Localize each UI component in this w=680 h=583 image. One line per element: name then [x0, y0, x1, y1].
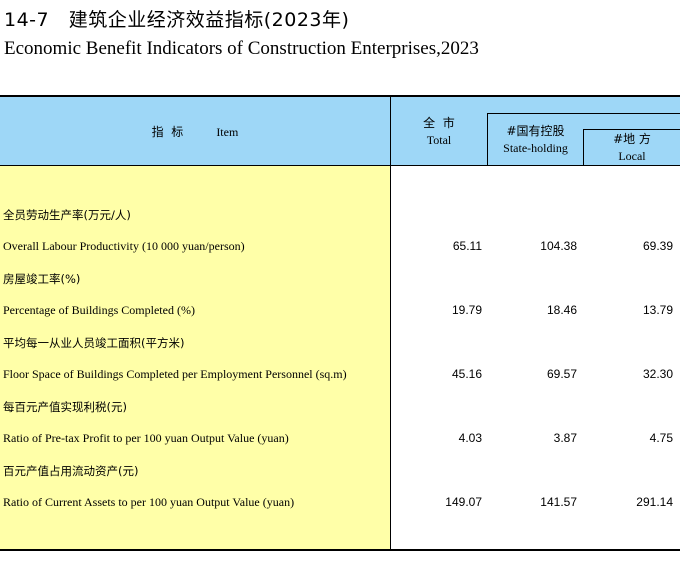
state-holding-header-en: State-holding	[503, 141, 568, 155]
table-row: Percentage of Buildings Completed (%) 19…	[0, 295, 680, 327]
table-row: Overall Labour Productivity (10 000 yuan…	[0, 231, 680, 263]
local-value: 69.39	[642, 239, 673, 253]
table-row: Ratio of Current Assets to per 100 yuan …	[0, 487, 680, 519]
total-value: 19.79	[451, 303, 482, 317]
row-label-cn: 全员劳动生产率(万元/人)	[3, 208, 131, 222]
table-row-cn: 百元产值占用流动资产(元)	[0, 455, 680, 487]
table-row-cn: 房屋竣工率(%)	[0, 263, 680, 295]
state-holding-value: 104.38	[540, 239, 577, 253]
row-label-en: Overall Labour Productivity (10 000 yuan…	[3, 239, 245, 253]
state-holding-top-rule	[487, 113, 680, 114]
item-header-en: Item	[216, 125, 239, 139]
state-holding-value: 141.57	[540, 495, 577, 509]
item-header-cn: 指 标	[151, 125, 184, 139]
total-value: 65.11	[452, 239, 482, 253]
top-rule	[0, 95, 680, 97]
row-label-en: Floor Space of Buildings Completed per E…	[3, 367, 347, 381]
row-label-cn: 百元产值占用流动资产(元)	[3, 464, 139, 478]
item-column-divider	[390, 95, 391, 550]
total-column-divider	[487, 113, 488, 166]
local-header-cn: #地 方	[613, 132, 651, 146]
local-header-en: Local	[618, 149, 646, 163]
state-holding-value: 18.46	[546, 303, 577, 317]
row-label-en: Ratio of Pre-tax Profit to per 100 yuan …	[3, 431, 289, 445]
state-holding-header-cn: #国有控股	[506, 124, 565, 138]
row-label-cn: 每百元产值实现利税(元)	[3, 400, 127, 414]
table-row-cn: 平均每一从业人员竣工面积(平方米)	[0, 327, 680, 359]
state-holding-value: 3.87	[553, 431, 577, 445]
row-label-cn: 房屋竣工率(%)	[3, 272, 81, 286]
local-value: 291.14	[636, 495, 673, 509]
table-number: 14-7	[4, 9, 50, 31]
indicator-table: 指 标 Item 全 市 Total #国有控股 State-holding #…	[0, 95, 680, 551]
item-column-background	[0, 166, 390, 550]
total-header-en: Total	[426, 133, 452, 147]
state-holding-header: #国有控股 State-holding	[488, 123, 583, 157]
total-value: 4.03	[458, 431, 482, 445]
local-value: 13.79	[642, 303, 673, 317]
table-title-cn: 14-7 建筑企业经济效益指标(2023年)	[4, 5, 349, 32]
row-label-en: Percentage of Buildings Completed (%)	[3, 303, 195, 317]
local-value: 32.30	[642, 367, 673, 381]
table-title-en: Economic Benefit Indicators of Construct…	[4, 38, 479, 59]
bottom-rule	[0, 549, 680, 551]
total-value: 45.16	[451, 367, 482, 381]
local-header: #地 方 Local	[584, 131, 680, 165]
table-header-background	[0, 95, 680, 166]
total-header: 全 市 Total	[391, 115, 487, 149]
total-value: 149.07	[445, 495, 482, 509]
local-value: 4.75	[649, 431, 673, 445]
state-column-divider	[583, 129, 584, 166]
table-row: Ratio of Pre-tax Profit to per 100 yuan …	[0, 423, 680, 455]
table-row-cn: 每百元产值实现利税(元)	[0, 391, 680, 423]
total-header-cn: 全 市	[423, 116, 455, 130]
state-holding-value: 69.57	[546, 367, 577, 381]
header-rule	[0, 165, 680, 166]
table-row: Floor Space of Buildings Completed per E…	[0, 359, 680, 391]
table-row-cn: 全员劳动生产率(万元/人)	[0, 199, 680, 231]
table-title-cn-text: 建筑企业经济效益指标(2023年)	[68, 9, 350, 31]
row-label-cn: 平均每一从业人员竣工面积(平方米)	[3, 336, 185, 350]
item-header: 指 标 Item	[0, 123, 390, 140]
row-label-en: Ratio of Current Assets to per 100 yuan …	[3, 495, 295, 509]
local-top-rule	[583, 129, 680, 130]
